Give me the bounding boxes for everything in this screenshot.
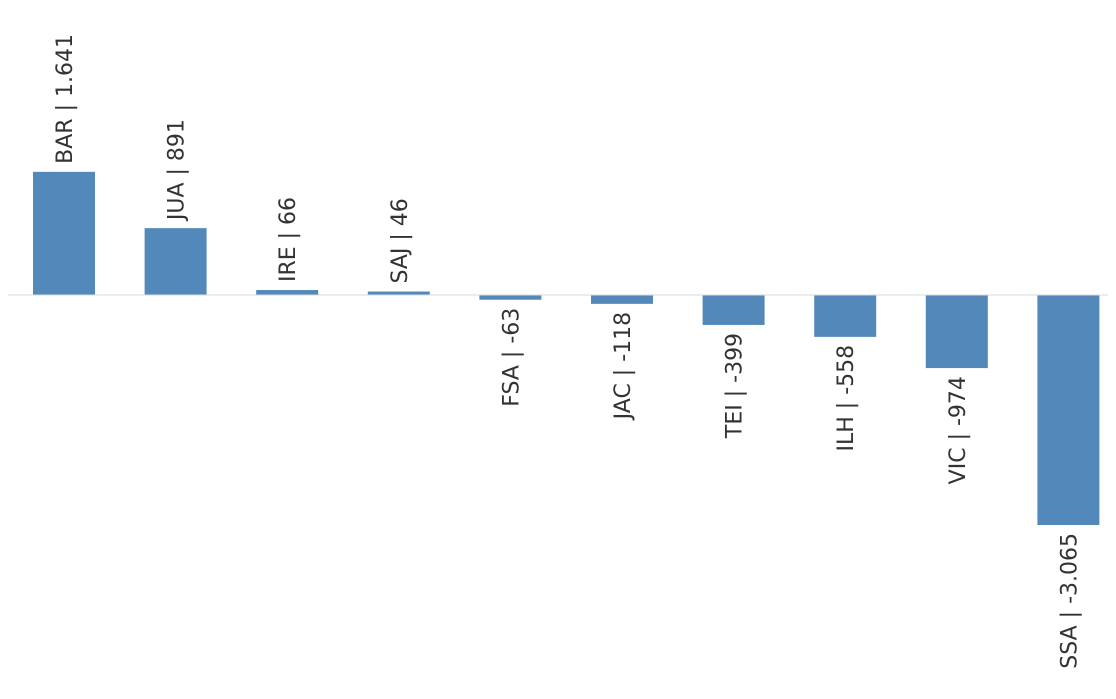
data-label-bar: BAR | 1.641 <box>53 34 78 164</box>
bar-saj <box>367 291 430 295</box>
data-label-jac: JAC | -118 <box>611 312 636 421</box>
data-label-tei: TEI | -399 <box>723 333 748 439</box>
data-label-ilh: ILH | -558 <box>834 345 859 452</box>
bar-vic <box>925 295 988 369</box>
bar-tei <box>702 295 765 325</box>
data-label-ssa: SSA | -3.065 <box>1057 533 1082 669</box>
bar-jac <box>591 295 653 304</box>
data-label-ire: IRE | 66 <box>276 197 301 282</box>
bar-ilh <box>814 295 877 337</box>
bar-ssa <box>1037 295 1100 525</box>
data-label-jua: JUA | 891 <box>165 119 190 222</box>
bar-ire <box>256 290 319 295</box>
data-label-fsa: FSA | -63 <box>499 308 524 407</box>
bar-bar <box>33 171 95 295</box>
data-label-saj: SAJ | 46 <box>388 198 413 283</box>
bar-jua <box>144 228 207 295</box>
data-label-vic: VIC | -974 <box>946 376 971 484</box>
bars-group <box>33 171 1100 525</box>
labels-group: BAR | 1.641 JUA | 891 IRE | 66 SAJ | 46 FSA … <box>53 34 1082 669</box>
bar-fsa <box>479 295 542 300</box>
